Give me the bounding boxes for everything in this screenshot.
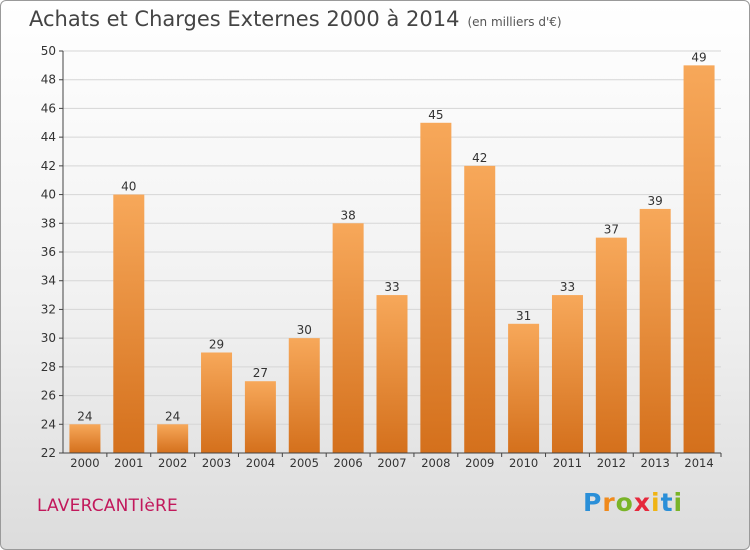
logo-letter: r [602, 488, 616, 517]
bar [332, 223, 364, 453]
x-tick-label: 2012 [597, 456, 626, 470]
x-tick-label: 2010 [509, 456, 538, 470]
bar-value-label: 49 [691, 50, 706, 64]
y-tick-label: 34 [41, 274, 56, 288]
logo-letter: o [615, 488, 634, 517]
logo-letter: x [633, 488, 651, 517]
bar [595, 237, 627, 453]
bar [201, 352, 233, 453]
x-tick-label: 2006 [333, 456, 362, 470]
bar-value-label: 37 [604, 223, 619, 237]
bar [288, 338, 320, 453]
y-tick-label: 38 [41, 216, 56, 230]
x-tick-label: 2003 [202, 456, 231, 470]
bar [376, 295, 408, 453]
y-tick-label: 44 [41, 130, 56, 144]
x-tick-label: 2014 [684, 456, 713, 470]
y-tick-label: 32 [41, 302, 56, 316]
bar-value-label: 42 [472, 151, 487, 165]
logo-letter: i [673, 488, 684, 517]
chart-title: Achats et Charges Externes 2000 à 2014 (e… [29, 7, 562, 31]
logo-letter: i [651, 488, 661, 517]
bar [508, 323, 540, 453]
bar [113, 194, 145, 454]
bar-value-label: 29 [209, 338, 224, 352]
x-tick-label: 2002 [158, 456, 187, 470]
bar [157, 424, 189, 453]
bar-value-label: 24 [165, 409, 180, 423]
bars: 24 40 24 29 27 30 38 33 45 42 31 33 37 39 49 [69, 50, 715, 454]
bar [420, 122, 452, 454]
proxiti-logo: Proxiti [583, 488, 683, 517]
y-tick-label: 24 [41, 417, 56, 431]
bar-value-label: 27 [253, 366, 268, 380]
y-tick-label: 36 [41, 245, 56, 259]
bar-value-label: 38 [340, 208, 355, 222]
bar [683, 65, 715, 453]
x-axis: 2000 2001 2002 2003 2004 2005 2006 2007 2008 2009… [63, 452, 722, 470]
bar-value-label: 45 [428, 108, 443, 122]
y-tick-label: 30 [41, 331, 56, 345]
x-tick-label: 2011 [553, 456, 582, 470]
x-tick-label: 2009 [465, 456, 494, 470]
y-tick-label: 48 [41, 73, 56, 87]
y-tick-label: 46 [41, 101, 56, 115]
y-tick-label: 50 [41, 44, 56, 58]
x-tick-label: 2008 [421, 456, 450, 470]
y-tick-label: 26 [41, 389, 56, 403]
y-tick-label: 42 [41, 159, 56, 173]
logo-letter: t [660, 488, 674, 517]
commune-name: LAVERCANTIèRE [37, 496, 178, 516]
bar-value-label: 33 [560, 280, 575, 294]
bar [69, 424, 101, 453]
bar-value-label: 40 [121, 180, 136, 194]
x-tick-label: 2000 [70, 456, 99, 470]
y-tick-label: 28 [41, 360, 56, 374]
logo-letter: P [583, 488, 603, 517]
y-axis: 22 24 26 28 30 32 34 36 38 40 42 44 46 48 50 [41, 44, 64, 460]
bar [639, 208, 671, 453]
bar [551, 295, 583, 453]
x-tick-label: 2007 [377, 456, 406, 470]
x-tick-label: 2004 [246, 456, 275, 470]
y-tick-label: 22 [41, 446, 56, 460]
bar-value-label: 31 [516, 309, 531, 323]
bar-value-label: 30 [297, 323, 312, 337]
x-tick-label: 2013 [641, 456, 670, 470]
bar-value-label: 33 [384, 280, 399, 294]
x-tick-label: 2001 [114, 456, 143, 470]
bar-value-label: 24 [77, 409, 92, 423]
x-tick-label: 2005 [290, 456, 319, 470]
bar-value-label: 39 [648, 194, 663, 208]
chart-subtitle: (en milliers d'€) [467, 15, 562, 29]
bar [244, 381, 276, 453]
chart-title-text: Achats et Charges Externes 2000 à 2014 [29, 7, 460, 31]
bar [464, 165, 496, 453]
y-tick-label: 40 [41, 188, 56, 202]
